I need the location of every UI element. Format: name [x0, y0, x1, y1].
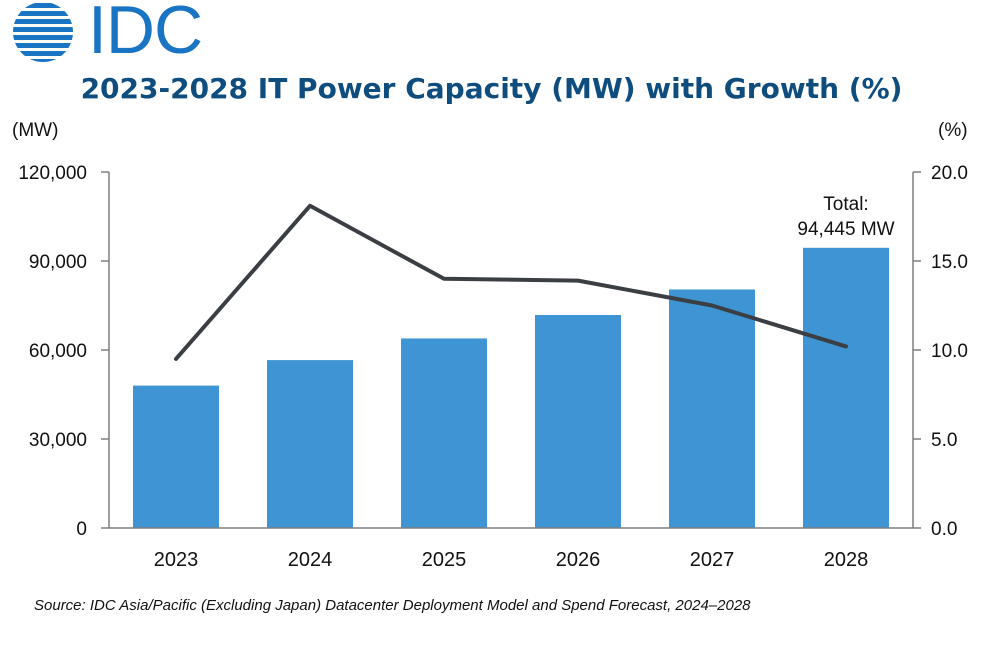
globe-icon — [13, 3, 73, 62]
growth-line — [174, 203, 848, 361]
x-tick-label: 2025 — [422, 549, 467, 571]
x-tick-label: 2028 — [824, 549, 869, 571]
right-tick-label: 0.0 — [931, 519, 957, 540]
x-tick-label: 2024 — [288, 549, 333, 571]
idc-logo: IDC — [10, 0, 220, 68]
right-tick-label: 20.0 — [931, 163, 968, 184]
chart-title: 2023-2028 IT Power Capacity (MW) with Gr… — [80, 72, 903, 105]
bar-2026 — [535, 314, 621, 528]
left-tick-label: 60,000 — [29, 341, 87, 362]
bar-2028 — [803, 247, 889, 528]
right-tick-label: 15.0 — [931, 252, 968, 273]
left-tick-label: 0 — [76, 519, 87, 540]
bar-2023 — [133, 385, 219, 528]
left-tick-label: 120,000 — [18, 163, 87, 184]
bar-2027 — [669, 289, 755, 528]
bar-2024 — [267, 360, 353, 528]
left-axis-unit: (MW) — [12, 120, 59, 141]
logo-text: IDC — [88, 0, 203, 68]
total-annotation-line: Total: — [823, 194, 868, 215]
bar-2025 — [401, 338, 487, 528]
right-tick-label: 10.0 — [931, 341, 968, 362]
right-tick-label: 5.0 — [931, 430, 957, 451]
total-annotation-line: 94,445 MW — [797, 219, 894, 240]
left-tick-label: 90,000 — [29, 252, 87, 273]
x-tick-label: 2026 — [556, 549, 601, 571]
chart-area: 0 30,000 60,000 90,000 120,000 0.0 5.0 10.0 15.0… — [18, 163, 968, 571]
x-tick-label: 2023 — [154, 549, 199, 571]
source-note: Source: IDC Asia/Pacific (Excluding Japa… — [34, 597, 751, 614]
right-axis-unit: (%) — [938, 120, 968, 141]
x-tick-label: 2027 — [690, 549, 735, 571]
left-tick-label: 30,000 — [29, 430, 87, 451]
